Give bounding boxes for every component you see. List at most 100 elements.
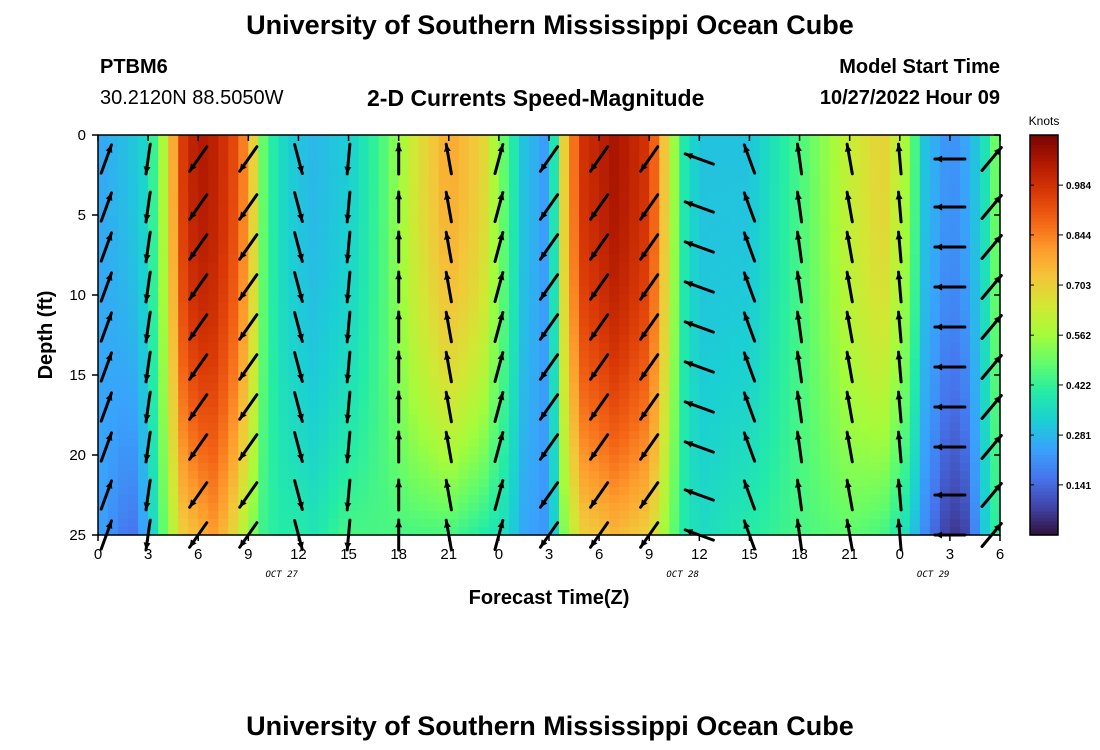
heatmap-cell <box>949 311 961 320</box>
heatmap-cell <box>689 391 700 400</box>
heatmap-cell <box>739 263 751 272</box>
heatmap-cell <box>569 519 580 528</box>
heatmap-cell <box>348 183 360 192</box>
heatmap-cell <box>979 423 991 432</box>
heatmap-cell <box>428 231 440 240</box>
heatmap-cell <box>699 415 710 424</box>
heatmap-cell <box>508 391 520 400</box>
heatmap-cell <box>318 407 330 416</box>
vector-arrow <box>895 142 903 176</box>
heatmap-cell <box>699 175 710 184</box>
heatmap-cell <box>118 391 129 400</box>
heatmap-cell <box>589 455 600 464</box>
heatmap-cell <box>989 511 1001 520</box>
heatmap-cell <box>949 303 961 312</box>
heatmap-cell <box>829 527 841 536</box>
heatmap-cell <box>569 207 580 216</box>
heatmap-cell <box>448 463 460 472</box>
heatmap-cell <box>498 415 510 424</box>
heatmap-cell <box>859 479 871 488</box>
heatmap-cell <box>318 207 330 216</box>
heatmap-cell <box>559 495 570 504</box>
heatmap-cell <box>649 343 660 352</box>
heatmap-cell <box>639 295 650 304</box>
heatmap-cell <box>138 479 149 488</box>
heatmap-cell <box>959 159 971 168</box>
heatmap-cell <box>428 383 440 392</box>
heatmap-cell <box>729 351 741 360</box>
heatmap-cell <box>669 327 680 336</box>
heatmap-cell <box>949 495 961 504</box>
heatmap-cell <box>348 423 360 432</box>
heatmap-cell <box>308 527 320 536</box>
heatmap-cell <box>589 295 600 304</box>
colorbar-swatch <box>1030 388 1058 393</box>
heatmap-cell <box>178 391 189 400</box>
heatmap-cell <box>148 311 159 320</box>
heatmap-cell <box>458 439 470 448</box>
heatmap-cell <box>799 447 811 456</box>
heatmap-cell <box>478 351 490 360</box>
heatmap-cell <box>268 215 279 224</box>
heatmap-cell <box>679 463 690 472</box>
heatmap-cell <box>749 191 761 200</box>
heatmap-cell <box>649 391 660 400</box>
heatmap-cell <box>829 239 841 248</box>
heatmap-cell <box>138 399 149 408</box>
heatmap-cell <box>899 231 911 240</box>
heatmap-cell <box>969 343 981 352</box>
heatmap-cell <box>589 423 600 432</box>
heatmap-cell <box>839 343 851 352</box>
heatmap-cell <box>899 343 911 352</box>
heatmap-cell <box>729 311 741 320</box>
heatmap-cell <box>789 159 801 168</box>
heatmap-cell <box>218 151 229 160</box>
heatmap-cell <box>328 303 340 312</box>
chart-subtitle: 2-D Currents Speed-Magnitude <box>367 85 705 111</box>
heatmap-cell <box>288 295 300 304</box>
heatmap-cell <box>919 399 931 408</box>
heatmap-cell <box>458 295 470 304</box>
heatmap-cell <box>168 319 179 328</box>
heatmap-cell <box>108 159 119 168</box>
heatmap-cell <box>569 319 580 328</box>
heatmap-cell <box>809 191 821 200</box>
vector-arrow <box>493 391 505 423</box>
heatmap-cell <box>909 143 921 152</box>
colorbar-tick-label: 0.562 <box>1066 331 1091 342</box>
heatmap-cell <box>549 239 560 248</box>
heatmap-cell <box>569 231 580 240</box>
heatmap-cell <box>408 295 420 304</box>
heatmap-cell <box>278 151 290 160</box>
heatmap-cell <box>468 463 480 472</box>
x-tick-label: 0 <box>495 546 503 563</box>
heatmap-cell <box>358 519 370 528</box>
x-tick-label: 9 <box>244 546 252 563</box>
heatmap-cell <box>579 271 590 280</box>
heatmap-cell <box>458 407 470 416</box>
heatmap-cell <box>518 487 530 496</box>
heatmap-cell <box>198 319 209 328</box>
heatmap-cell <box>689 527 700 536</box>
heatmap-cell <box>559 423 570 432</box>
heatmap-cell <box>358 527 370 536</box>
heatmap-cell <box>569 495 580 504</box>
heatmap-cell <box>338 351 350 360</box>
heatmap-cell <box>138 287 149 296</box>
heatmap-cell <box>348 143 360 152</box>
heatmap-cell <box>298 447 310 456</box>
heatmap-cell <box>929 199 941 208</box>
heatmap-cell <box>759 319 771 328</box>
heatmap-cell <box>178 343 189 352</box>
heatmap-cell <box>549 455 560 464</box>
heatmap-cell <box>388 263 400 272</box>
heatmap-cell <box>178 455 189 464</box>
heatmap-cell <box>589 311 600 320</box>
heatmap-cell <box>719 383 730 392</box>
heatmap-cell <box>849 415 861 424</box>
heatmap-cell <box>669 479 680 488</box>
heatmap-cell <box>338 215 350 224</box>
heatmap-cell <box>538 503 550 512</box>
heatmap-cell <box>919 447 931 456</box>
heatmap-cell <box>589 263 600 272</box>
